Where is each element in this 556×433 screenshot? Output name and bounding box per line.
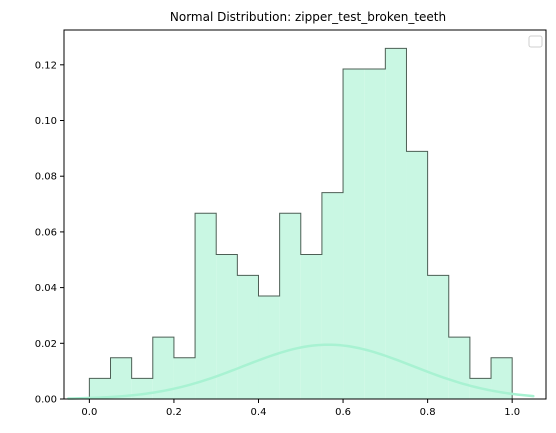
histogram-bar	[427, 275, 449, 399]
y-tick-label: 0.00	[35, 395, 57, 406]
histogram-bar	[173, 357, 196, 399]
chart-title: Normal Distribution: zipper_test_broken_…	[170, 10, 446, 24]
histogram-bar	[491, 357, 513, 399]
axes-frame	[63, 29, 547, 400]
x-tick-label: 0.2	[166, 407, 182, 418]
histogram-bar	[258, 295, 280, 399]
histogram-bar	[406, 151, 428, 399]
histogram-outline	[88, 47, 513, 399]
histogram-bar	[300, 254, 322, 399]
y-tick-label: 0.12	[35, 60, 57, 71]
histogram-bar	[152, 337, 174, 399]
histogram-bar	[385, 48, 407, 400]
x-tick-label: 1.0	[504, 407, 520, 418]
histogram-bar	[279, 213, 301, 399]
histogram-bar	[237, 275, 259, 399]
histogram-bar	[89, 378, 111, 399]
histogram-bar	[321, 192, 344, 399]
x-tick-label: 0.0	[81, 407, 97, 418]
y-tick-label: 0.02	[35, 339, 57, 350]
histogram-bar	[110, 357, 132, 399]
density-curve	[66, 343, 535, 400]
x-tick-label: 0.4	[251, 407, 267, 418]
x-tick-label: 0.8	[420, 407, 436, 418]
plot-area: 0.0 0.2 0.4 0.6 0.8 1.0 0.00 0.02 0.04 0.06 0.08 0.…	[35, 29, 547, 418]
y-tick-label: 0.08	[35, 172, 57, 183]
histogram-bar	[195, 213, 217, 399]
histogram-bar	[343, 68, 365, 399]
histogram-bar	[364, 68, 386, 399]
y-tick-label: 0.10	[35, 116, 57, 127]
y-tick-label: 0.06	[35, 227, 57, 238]
y-tick-label: 0.04	[35, 283, 57, 294]
histogram-bar	[216, 254, 238, 399]
histogram-bar	[448, 337, 470, 399]
legend-box	[528, 35, 543, 48]
x-tick-label: 0.6	[335, 407, 351, 418]
